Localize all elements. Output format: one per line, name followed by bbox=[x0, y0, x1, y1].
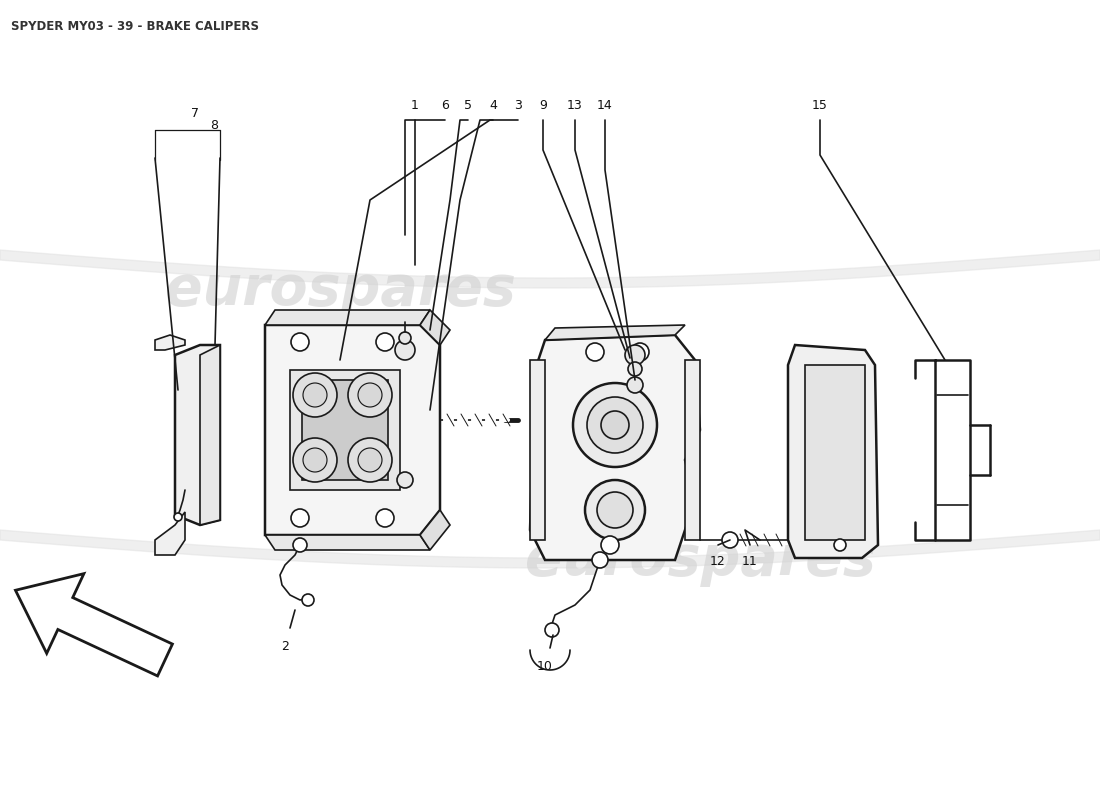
Circle shape bbox=[592, 552, 608, 568]
Polygon shape bbox=[175, 345, 220, 525]
Circle shape bbox=[292, 509, 309, 527]
Polygon shape bbox=[420, 510, 450, 550]
Text: 5: 5 bbox=[464, 99, 472, 112]
Polygon shape bbox=[544, 325, 685, 340]
Circle shape bbox=[293, 373, 337, 417]
Circle shape bbox=[302, 594, 313, 606]
Circle shape bbox=[358, 448, 382, 472]
Text: 10: 10 bbox=[537, 660, 553, 673]
Circle shape bbox=[631, 343, 649, 361]
Circle shape bbox=[376, 333, 394, 351]
Circle shape bbox=[292, 333, 309, 351]
Text: 11: 11 bbox=[742, 555, 758, 568]
Polygon shape bbox=[200, 345, 220, 525]
Text: 9: 9 bbox=[539, 99, 547, 112]
Text: 14: 14 bbox=[597, 99, 613, 112]
Circle shape bbox=[834, 539, 846, 551]
Polygon shape bbox=[265, 325, 440, 535]
Text: SPYDER MY03 - 39 - BRAKE CALIPERS: SPYDER MY03 - 39 - BRAKE CALIPERS bbox=[11, 20, 258, 33]
Polygon shape bbox=[265, 535, 430, 550]
Polygon shape bbox=[155, 512, 185, 555]
Polygon shape bbox=[788, 345, 878, 558]
Text: 3: 3 bbox=[514, 99, 521, 112]
Circle shape bbox=[376, 509, 394, 527]
Polygon shape bbox=[530, 335, 700, 560]
Circle shape bbox=[174, 513, 182, 521]
Circle shape bbox=[587, 397, 643, 453]
Circle shape bbox=[293, 538, 307, 552]
Circle shape bbox=[302, 448, 327, 472]
Text: 1: 1 bbox=[411, 99, 419, 112]
Polygon shape bbox=[530, 360, 544, 540]
Polygon shape bbox=[290, 370, 400, 490]
Text: eurospares: eurospares bbox=[525, 533, 876, 587]
Circle shape bbox=[573, 383, 657, 467]
Text: 12: 12 bbox=[711, 555, 726, 568]
Circle shape bbox=[625, 345, 645, 365]
Circle shape bbox=[348, 373, 392, 417]
Polygon shape bbox=[302, 380, 388, 480]
Polygon shape bbox=[685, 360, 700, 540]
Circle shape bbox=[395, 340, 415, 360]
Text: 6: 6 bbox=[441, 99, 449, 112]
Circle shape bbox=[628, 362, 642, 376]
Polygon shape bbox=[15, 574, 173, 676]
Text: 4: 4 bbox=[490, 99, 497, 112]
Circle shape bbox=[399, 332, 411, 344]
Text: 13: 13 bbox=[568, 99, 583, 112]
Text: 8: 8 bbox=[210, 119, 218, 132]
Text: 15: 15 bbox=[812, 99, 828, 112]
Circle shape bbox=[397, 472, 412, 488]
Polygon shape bbox=[265, 310, 430, 325]
Circle shape bbox=[302, 383, 327, 407]
Circle shape bbox=[722, 532, 738, 548]
Polygon shape bbox=[155, 335, 185, 350]
Circle shape bbox=[585, 480, 645, 540]
Text: eurospares: eurospares bbox=[165, 263, 516, 317]
Circle shape bbox=[597, 492, 632, 528]
Circle shape bbox=[348, 438, 392, 482]
Circle shape bbox=[601, 536, 619, 554]
Circle shape bbox=[627, 377, 644, 393]
Circle shape bbox=[544, 623, 559, 637]
Circle shape bbox=[293, 438, 337, 482]
Circle shape bbox=[601, 411, 629, 439]
Circle shape bbox=[358, 383, 382, 407]
Text: 7: 7 bbox=[191, 107, 199, 120]
Text: 2: 2 bbox=[282, 640, 289, 653]
Circle shape bbox=[586, 343, 604, 361]
Polygon shape bbox=[805, 365, 865, 540]
Polygon shape bbox=[420, 310, 450, 345]
